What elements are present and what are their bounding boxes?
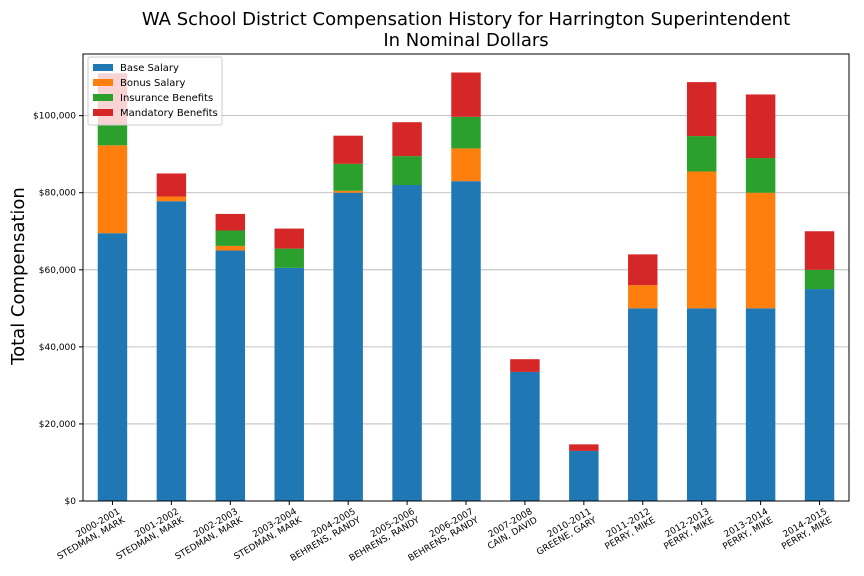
- bar-insurance-benefits-2000-2001: [97, 125, 128, 146]
- legend-swatch-insurance-benefits: [93, 94, 113, 101]
- bars: [97, 72, 835, 502]
- bar-base-salary-2014-2015: [804, 289, 835, 501]
- y-axis-label: Total Compensation: [8, 187, 29, 366]
- bar-base-salary-2007-2008: [510, 371, 540, 501]
- bar-bonus-salary-2004-2005: [333, 190, 363, 193]
- legend-swatch-mandatory-benefits: [93, 109, 113, 116]
- bar-mandatory-benefits-2007-2008: [510, 359, 540, 372]
- y-tick-label: $80,000: [39, 189, 76, 199]
- x-tick-label: 2007-2008CAIN, DAVID: [481, 507, 539, 552]
- bar-bonus-salary-2002-2003: [215, 245, 246, 251]
- legend-label-mandatory-benefits: Mandatory Benefits: [120, 108, 218, 119]
- bar-bonus-salary-2013-2014: [745, 192, 776, 309]
- x-tick-label: 2013-2014PERRY, MIKE: [716, 507, 775, 553]
- bar-base-salary-2012-2013: [686, 308, 717, 501]
- x-tick-label: 2010-2011GREENE, GARY: [530, 507, 598, 558]
- bar-bonus-salary-2011-2012: [628, 285, 658, 309]
- bar-insurance-benefits-2014-2015: [804, 269, 835, 290]
- x-ticks: 2000-2001STEDMAN, MARK 2001-2002STEDMAN, …: [56, 501, 834, 564]
- bar-mandatory-benefits-2004-2005: [333, 135, 363, 164]
- x-tick-label: 2012-2013PERRY, MIKE: [657, 507, 716, 553]
- bar-insurance-benefits-2004-2005: [333, 163, 363, 191]
- bar-insurance-benefits-2002-2003: [215, 230, 246, 246]
- plot-frame: [82, 53, 850, 502]
- legend-label-base-salary: Base Salary: [120, 63, 179, 74]
- bar-insurance-benefits-2003-2004: [274, 248, 304, 268]
- x-tick-label: 2014-2015PERRY, MIKE: [775, 507, 834, 553]
- bar-bonus-salary-2006-2007: [451, 148, 481, 182]
- bar-mandatory-benefits-2003-2004: [274, 228, 304, 249]
- bar-base-salary-2010-2011: [569, 450, 599, 501]
- y-tick-label: $40,000: [39, 343, 76, 353]
- legend-swatch-base-salary: [93, 64, 113, 71]
- bar-mandatory-benefits-2001-2002: [156, 173, 187, 197]
- bar-base-salary-2013-2014: [745, 308, 776, 501]
- bar-base-salary-2011-2012: [628, 308, 658, 501]
- bar-mandatory-benefits-2010-2011: [569, 444, 599, 451]
- chart-subtitle: In Nominal Dollars: [383, 30, 548, 51]
- y-tick-label: $20,000: [39, 420, 76, 430]
- bar-insurance-benefits-2006-2007: [451, 116, 481, 149]
- bar-base-salary-2005-2006: [392, 185, 422, 501]
- x-tick-label: 2011-2012PERRY, MIKE: [599, 507, 658, 553]
- legend-label-bonus-salary: Bonus Salary: [120, 78, 186, 89]
- legend-label-insurance-benefits: Insurance Benefits: [120, 93, 213, 104]
- y-ticks: $0 $20,000 $40,000 $60,000 $80,000 $100,000: [33, 112, 83, 507]
- legend-swatch-bonus-salary: [93, 79, 113, 86]
- chart-title: WA School District Compensation History …: [142, 9, 790, 30]
- bar-insurance-benefits-2005-2006: [392, 156, 422, 186]
- bar-mandatory-benefits-2011-2012: [628, 254, 658, 286]
- bar-base-salary-2003-2004: [274, 267, 304, 501]
- bar-bonus-salary-2012-2013: [686, 171, 717, 309]
- legend-box: [87, 56, 223, 126]
- bar-base-salary-2001-2002: [156, 201, 187, 501]
- bar-mandatory-benefits-2013-2014: [745, 94, 776, 159]
- y-tick-label: $60,000: [39, 266, 76, 276]
- bar-insurance-benefits-2013-2014: [745, 158, 776, 193]
- bar-mandatory-benefits-2005-2006: [392, 122, 422, 157]
- bar-mandatory-benefits-2002-2003: [215, 213, 246, 231]
- bar-base-salary-2004-2005: [333, 192, 363, 502]
- bar-insurance-benefits-2012-2013: [686, 136, 717, 172]
- legend: Base Salary Bonus Salary Insurance Benefit…: [87, 56, 223, 126]
- bar-mandatory-benefits-2014-2015: [804, 231, 835, 270]
- bar-bonus-salary-2001-2002: [156, 196, 187, 202]
- bar-mandatory-benefits-2012-2013: [686, 82, 717, 137]
- bar-bonus-salary-2000-2001: [97, 145, 128, 234]
- bar-mandatory-benefits-2006-2007: [451, 72, 481, 117]
- y-tick-label: $0: [65, 497, 77, 507]
- bar-base-salary-2006-2007: [451, 181, 481, 501]
- y-tick-label: $100,000: [33, 112, 76, 122]
- bar-base-salary-2000-2001: [97, 233, 128, 501]
- bar-base-salary-2002-2003: [215, 250, 246, 501]
